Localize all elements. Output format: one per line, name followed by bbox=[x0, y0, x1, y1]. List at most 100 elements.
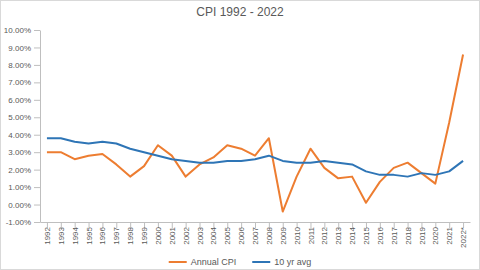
x-tick-label: 2008 bbox=[265, 226, 274, 244]
x-tick-label: 2007 bbox=[251, 226, 260, 244]
x-tick: 2016 bbox=[376, 222, 385, 245]
series-line bbox=[47, 54, 463, 211]
x-tick-label: 2005 bbox=[223, 226, 232, 244]
plot: -1.00% 0.00% 1.00% 2.00% 3.00% 4.00% 5.00% 6.00… bbox=[4, 26, 471, 248]
y-tick-label: 10.00% bbox=[4, 26, 31, 35]
x-tick: 2018 bbox=[404, 222, 413, 245]
x-tick: 2015 bbox=[362, 222, 371, 245]
x-tick-label: 1993 bbox=[57, 226, 66, 244]
x-tick: 1995 bbox=[85, 222, 94, 245]
y-axis: -1.00% 0.00% 1.00% 2.00% 3.00% 4.00% 5.00% 6.00… bbox=[4, 26, 41, 227]
x-tick-label: 2012 bbox=[320, 226, 329, 244]
chart-frame bbox=[1, 1, 480, 270]
x-tick-label: 2015 bbox=[362, 226, 371, 244]
y-tick-label: 1.00% bbox=[8, 183, 31, 192]
x-tick-label: 1999 bbox=[140, 226, 149, 244]
y-tick-mark bbox=[34, 47, 40, 48]
y-tick-mark bbox=[34, 65, 40, 66]
legend-label: 10 yr avg bbox=[274, 257, 311, 267]
x-tick-label: 2003 bbox=[196, 226, 205, 244]
y-tick-label: 2.00% bbox=[8, 166, 31, 175]
y-tick: 2.00% bbox=[8, 166, 40, 175]
y-tick: 7.00% bbox=[8, 78, 40, 87]
y-tick-mark bbox=[34, 187, 40, 188]
x-tick-label: 2002 bbox=[182, 226, 191, 244]
legend: Annual CPI 10 yr avg bbox=[169, 257, 312, 267]
x-tick: 2009 bbox=[279, 222, 288, 245]
x-tick-label: 1995 bbox=[85, 226, 94, 244]
y-tick-label: 9.00% bbox=[8, 44, 31, 53]
x-tick-label: 1992 bbox=[43, 226, 52, 244]
y-tick-mark bbox=[34, 222, 40, 223]
y-tick-mark bbox=[34, 82, 40, 83]
y-tick-label: -1.00% bbox=[6, 218, 31, 227]
x-tick: 2014 bbox=[348, 222, 357, 245]
y-tick: 8.00% bbox=[8, 61, 40, 70]
x-tick: 2002 bbox=[182, 222, 191, 245]
x-tick: 2005 bbox=[223, 222, 232, 245]
x-tick: 1993 bbox=[57, 222, 66, 245]
y-tick-mark bbox=[34, 117, 40, 118]
y-tick-label: 7.00% bbox=[8, 78, 31, 87]
x-tick: 2006 bbox=[237, 222, 246, 245]
x-tick: 2008 bbox=[265, 222, 274, 245]
x-tick-label: 2018 bbox=[404, 226, 413, 244]
x-tick: 1998 bbox=[126, 222, 135, 245]
y-tick-label: 8.00% bbox=[8, 61, 31, 70]
x-tick: 2001 bbox=[168, 222, 177, 245]
x-tick: 2017 bbox=[390, 222, 399, 245]
y-tick-mark bbox=[34, 135, 40, 136]
title: CPI 1992 - 2022 bbox=[196, 5, 284, 19]
y-tick: 5.00% bbox=[8, 113, 40, 122]
x-tick-label: 2016 bbox=[376, 226, 385, 244]
y-tick: 3.00% bbox=[8, 148, 40, 157]
y-tick: 10.00% bbox=[4, 26, 40, 35]
y-tick: 1.00% bbox=[8, 183, 40, 192]
x-tick-label: 2004 bbox=[209, 226, 218, 244]
x-axis: 1992 1993 1994 1995 1996 1997 1998 1999 2000 2001… bbox=[41, 222, 471, 248]
x-tick-label: 1998 bbox=[126, 226, 135, 244]
y-tick-label: 3.00% bbox=[8, 148, 31, 157]
x-tick-label: 2006 bbox=[237, 226, 246, 244]
y-tick-mark bbox=[34, 30, 40, 31]
x-tick: 1997 bbox=[112, 222, 121, 245]
legend-item: Annual CPI bbox=[169, 257, 237, 267]
x-tick-label: 2020 bbox=[431, 226, 440, 244]
x-tick: 2020 bbox=[431, 222, 440, 245]
y-tick-mark bbox=[34, 205, 40, 206]
x-tick: 1992 bbox=[43, 222, 52, 245]
y-axis-line bbox=[40, 31, 41, 223]
x-tick-label: 2022* bbox=[459, 227, 468, 248]
y-tick-label: 0.00% bbox=[8, 201, 31, 210]
x-tick: 2021 bbox=[445, 222, 454, 245]
x-tick: 1994 bbox=[71, 222, 80, 245]
x-tick: 2019 bbox=[418, 222, 427, 245]
x-tick-label: 1997 bbox=[112, 226, 121, 244]
x-tick-label: 2013 bbox=[334, 226, 343, 244]
x-tick-label: 2017 bbox=[390, 226, 399, 244]
x-tick-label: 2019 bbox=[418, 226, 427, 244]
x-tick-label: 2010 bbox=[293, 226, 302, 244]
x-tick-label: 1994 bbox=[71, 226, 80, 244]
y-tick-label: 5.00% bbox=[8, 113, 31, 122]
x-tick-label: 2014 bbox=[348, 226, 357, 244]
y-tick-label: 4.00% bbox=[8, 131, 31, 140]
x-tick-label: 2000 bbox=[154, 226, 163, 244]
series-line bbox=[47, 138, 463, 176]
x-tick: 2012 bbox=[320, 222, 329, 245]
y-tick: -1.00% bbox=[6, 218, 40, 227]
legend-label: Annual CPI bbox=[191, 257, 237, 267]
x-tick: 2022* bbox=[459, 222, 468, 248]
x-tick-label: 2009 bbox=[279, 226, 288, 244]
x-tick: 2010 bbox=[293, 222, 302, 245]
x-tick-label: 2021 bbox=[445, 226, 454, 244]
x-tick-label: 1996 bbox=[98, 226, 107, 244]
legend-swatch bbox=[169, 261, 187, 263]
x-tick-label: 2011 bbox=[307, 226, 316, 244]
x-tick: 2003 bbox=[196, 222, 205, 245]
y-tick-label: 6.00% bbox=[8, 96, 31, 105]
y-tick-mark bbox=[34, 100, 40, 101]
x-tick: 2004 bbox=[209, 222, 218, 245]
y-tick: 0.00% bbox=[8, 201, 40, 210]
x-tick: 1999 bbox=[140, 222, 149, 245]
